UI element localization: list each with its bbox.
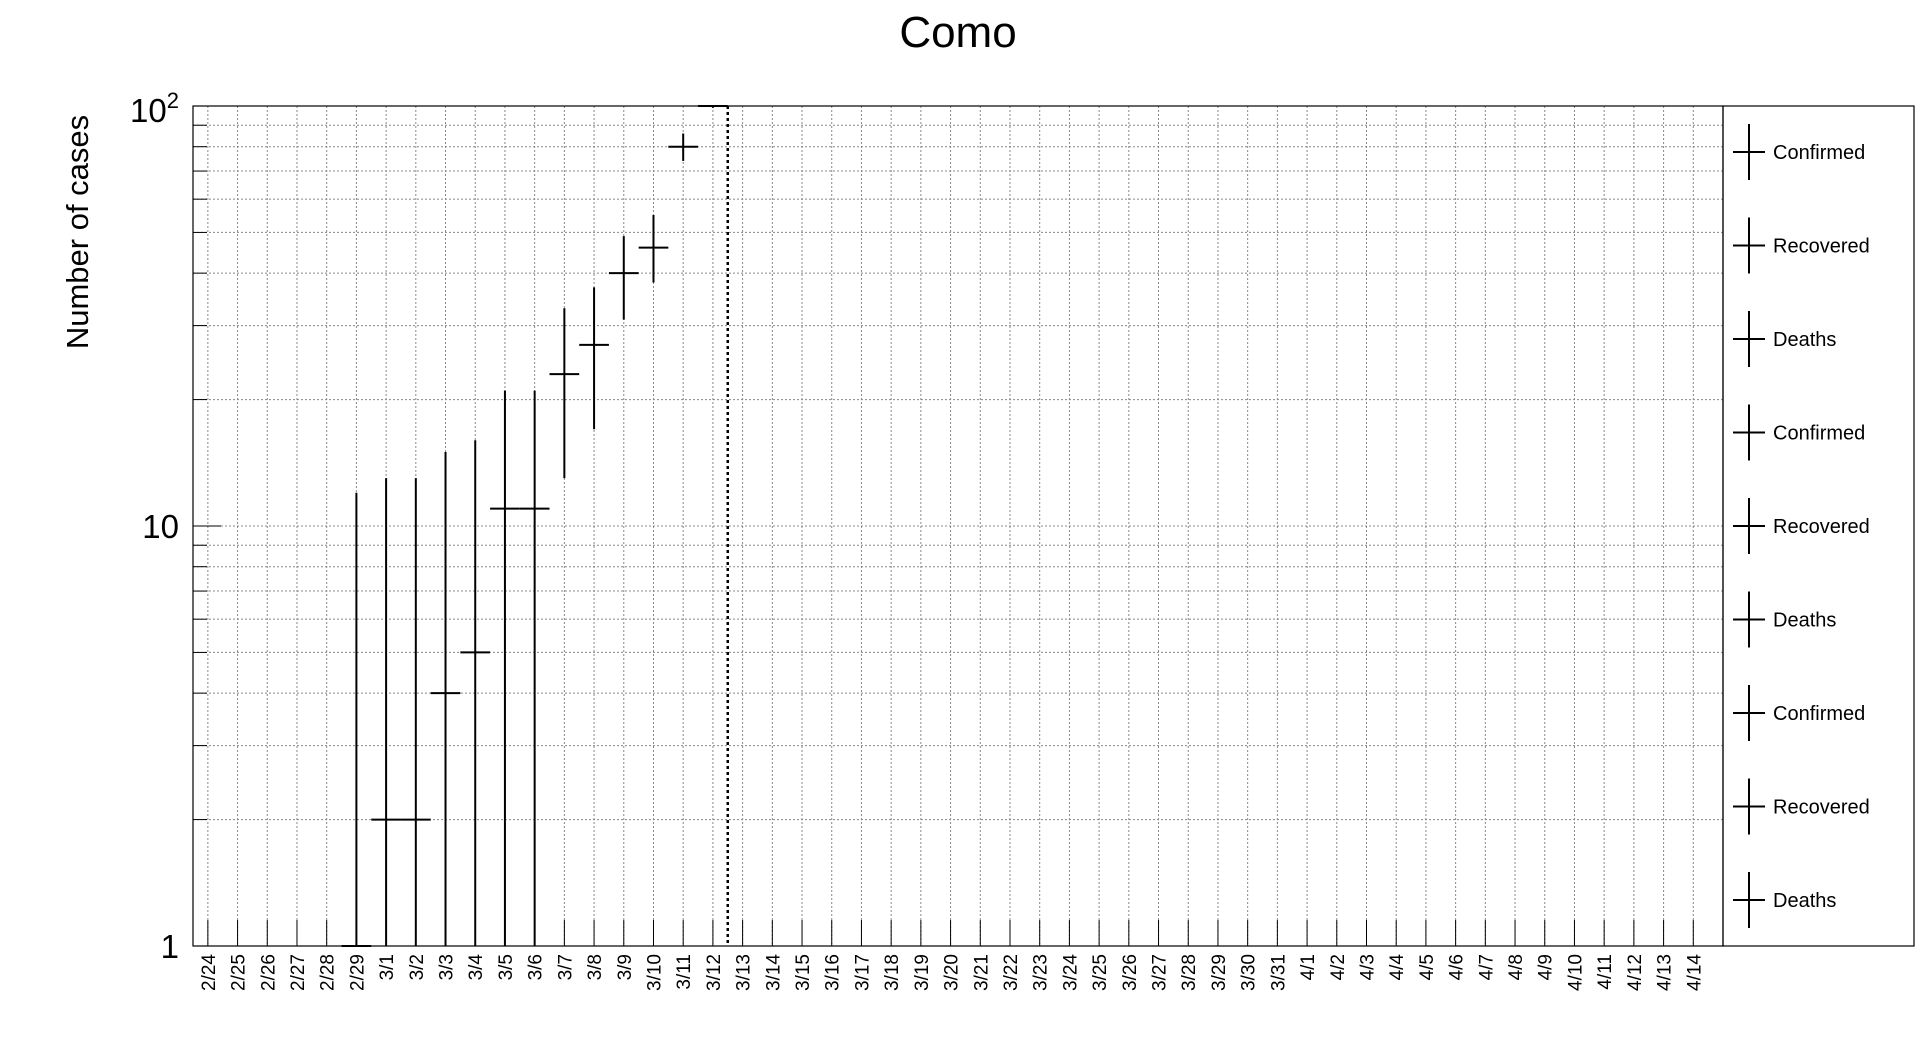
data-point bbox=[698, 105, 728, 108]
data-point bbox=[549, 308, 580, 479]
x-tick-label: 3/9 bbox=[615, 954, 636, 980]
x-tick-label: 3/18 bbox=[882, 954, 903, 991]
legend-item: Recovered bbox=[1733, 498, 1870, 554]
x-tick-label: 2/26 bbox=[258, 954, 279, 991]
legend-item: Confirmed bbox=[1733, 124, 1865, 180]
x-tick-label: 4/6 bbox=[1447, 954, 1468, 980]
data-point bbox=[430, 452, 461, 946]
legend-label: Recovered bbox=[1773, 797, 1870, 819]
legend-item: Deaths bbox=[1733, 872, 1836, 928]
y-tick-label: 1 bbox=[161, 928, 179, 965]
x-tick-label: 3/2 bbox=[407, 954, 428, 980]
x-tick-label: 4/9 bbox=[1536, 954, 1557, 980]
legend-label: Recovered bbox=[1773, 236, 1870, 258]
x-tick-label: 3/23 bbox=[1031, 954, 1052, 991]
legend-label: Confirmed bbox=[1773, 423, 1865, 445]
data-point bbox=[579, 287, 609, 430]
x-tick-label: 2/29 bbox=[347, 954, 368, 991]
legend-item: Deaths bbox=[1733, 311, 1836, 367]
data-point bbox=[668, 133, 699, 161]
x-tick-label: 4/7 bbox=[1476, 954, 1497, 980]
data-point bbox=[519, 390, 550, 946]
data-point bbox=[608, 236, 639, 320]
legend-frame bbox=[1722, 105, 1915, 947]
x-tick-label: 3/21 bbox=[971, 954, 992, 991]
legend-item: Recovered bbox=[1733, 778, 1870, 835]
data-points bbox=[341, 105, 730, 947]
x-tick-label: 3/4 bbox=[466, 954, 487, 981]
x-tick-label: 3/1 bbox=[377, 954, 398, 980]
legend-item: Confirmed bbox=[1733, 404, 1865, 461]
x-tick-label: 4/11 bbox=[1595, 954, 1616, 990]
legend-label: Confirmed bbox=[1773, 142, 1865, 164]
chart-title: Como bbox=[899, 8, 1017, 57]
axes: 1 10 102 2/24 2/25 2/26 2/27 2/28 2/29 3/1 3/2 3/3 3… bbox=[130, 88, 1724, 991]
legend-label: Deaths bbox=[1773, 610, 1836, 632]
x-tick-label: 3/12 bbox=[704, 954, 725, 991]
x-tick-label: 3/19 bbox=[912, 954, 933, 991]
x-tick-label: 4/2 bbox=[1328, 954, 1349, 980]
x-tick-label: 3/11 bbox=[674, 954, 695, 990]
x-tick-label: 2/27 bbox=[288, 954, 309, 991]
legend-item: Deaths bbox=[1733, 591, 1836, 648]
data-point bbox=[490, 390, 520, 946]
x-tick-label: 2/28 bbox=[318, 954, 339, 991]
x-tick-label: 4/8 bbox=[1506, 954, 1527, 980]
data-point bbox=[371, 478, 401, 946]
x-tick-label: 3/3 bbox=[437, 954, 458, 980]
x-tick-label: 4/3 bbox=[1357, 954, 1378, 980]
x-tick-label: 4/13 bbox=[1655, 954, 1676, 991]
x-tick-label: 3/13 bbox=[734, 954, 755, 991]
legend: Confirmed Recovered Deaths Confirmed Recover… bbox=[1722, 105, 1915, 947]
x-tick-label: 3/25 bbox=[1090, 954, 1111, 991]
y-tick-label: 10 bbox=[142, 508, 179, 545]
legend-label: Recovered bbox=[1773, 516, 1870, 538]
x-tick-label: 3/7 bbox=[555, 954, 576, 980]
x-tick-label: 3/14 bbox=[763, 954, 784, 991]
legend-label: Confirmed bbox=[1773, 703, 1865, 725]
x-tick-label: 3/8 bbox=[585, 954, 606, 980]
data-point bbox=[638, 215, 669, 283]
x-tick-label: 3/16 bbox=[823, 954, 844, 991]
x-tick-label: 3/5 bbox=[496, 954, 517, 980]
x-tick-label: 3/30 bbox=[1239, 954, 1260, 991]
x-tick-label: 3/17 bbox=[852, 954, 873, 991]
data-point bbox=[400, 478, 431, 946]
x-tick-label: 3/31 bbox=[1268, 954, 1289, 991]
x-tick-label: 2/24 bbox=[199, 954, 220, 991]
x-tick-label: 4/10 bbox=[1565, 954, 1586, 991]
x-tick-label: 3/20 bbox=[942, 954, 963, 991]
x-tick-label: 3/24 bbox=[1060, 954, 1081, 991]
x-tick-label: 4/4 bbox=[1387, 954, 1408, 981]
y-tick-label: 102 bbox=[130, 88, 179, 129]
x-tick-label: 2/25 bbox=[229, 954, 250, 991]
legend-item: Confirmed bbox=[1733, 685, 1865, 741]
x-tick-label: 3/26 bbox=[1120, 954, 1141, 991]
x-tick-label: 4/14 bbox=[1684, 954, 1705, 991]
x-tick-label: 3/28 bbox=[1179, 954, 1200, 991]
x-tick-label: 3/29 bbox=[1209, 954, 1230, 991]
data-point bbox=[341, 492, 372, 947]
x-tick-label: 3/6 bbox=[526, 954, 547, 980]
legend-item: Recovered bbox=[1733, 217, 1870, 274]
x-tick-label: 4/5 bbox=[1417, 954, 1438, 980]
x-tick-label: 3/22 bbox=[1001, 954, 1022, 991]
x-tick-label: 4/12 bbox=[1625, 954, 1646, 991]
legend-label: Deaths bbox=[1773, 329, 1836, 351]
x-tick-label: 3/10 bbox=[644, 954, 665, 991]
x-tick-label: 3/15 bbox=[793, 954, 814, 991]
legend-label: Deaths bbox=[1773, 890, 1836, 912]
x-tick-label: 4/1 bbox=[1298, 954, 1319, 980]
x-tick-label: 3/27 bbox=[1150, 954, 1171, 991]
data-point bbox=[460, 440, 491, 946]
